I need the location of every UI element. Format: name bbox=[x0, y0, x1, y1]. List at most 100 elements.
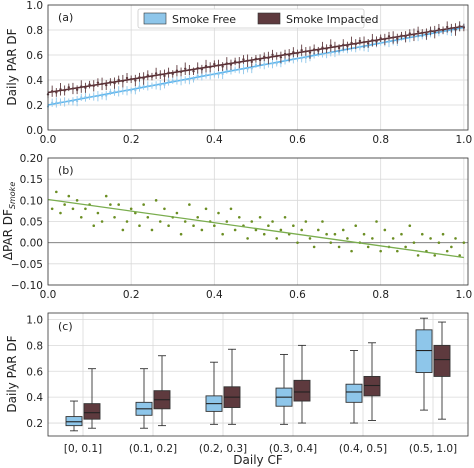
point-smoke-free bbox=[155, 84, 158, 87]
point-smoke-free bbox=[296, 57, 299, 60]
point-smoke-free bbox=[321, 52, 324, 55]
legend-label-smoke-impacted: Smoke Impacted bbox=[286, 13, 378, 26]
y-tick-label: 0.20 bbox=[20, 153, 43, 165]
point-smoke-impacted bbox=[229, 63, 233, 66]
delta-point bbox=[400, 232, 403, 236]
delta-point bbox=[63, 203, 66, 206]
panel-a-ylabel: Daily PAR DF bbox=[5, 28, 19, 105]
point-smoke-impacted bbox=[250, 60, 253, 64]
point-smoke-impacted bbox=[113, 81, 116, 85]
point-smoke-impacted bbox=[167, 71, 170, 74]
point-smoke-impacted bbox=[179, 70, 183, 74]
point-smoke-impacted bbox=[421, 31, 424, 35]
delta-point bbox=[362, 232, 366, 236]
x-tick-label: 0.2 bbox=[123, 289, 140, 301]
delta-point bbox=[350, 249, 353, 253]
delta-point bbox=[296, 241, 299, 244]
point-smoke-impacted bbox=[458, 25, 461, 28]
delta-point bbox=[375, 220, 378, 223]
point-smoke-impacted bbox=[450, 27, 453, 30]
point-smoke-free bbox=[134, 89, 137, 92]
delta-point bbox=[117, 203, 120, 206]
delta-point bbox=[229, 207, 233, 211]
x-tick-label: 0.8 bbox=[372, 134, 389, 146]
delta-point bbox=[371, 237, 374, 240]
point-smoke-impacted bbox=[63, 89, 66, 92]
box-smoke-free bbox=[135, 368, 153, 429]
delta-point bbox=[71, 207, 75, 211]
point-smoke-free bbox=[242, 67, 245, 71]
point-smoke-impacted bbox=[375, 40, 378, 43]
point-smoke-impacted bbox=[362, 40, 366, 44]
y-tick-label: −0.05 bbox=[11, 259, 43, 271]
point-smoke-free bbox=[246, 67, 249, 70]
delta-point bbox=[433, 254, 437, 257]
delta-point bbox=[341, 228, 345, 232]
point-smoke-free bbox=[142, 85, 145, 88]
delta-point bbox=[75, 199, 79, 202]
box-smoke-impacted bbox=[153, 355, 171, 427]
point-smoke-impacted bbox=[109, 80, 112, 84]
point-smoke-impacted bbox=[188, 68, 191, 72]
delta-point bbox=[221, 232, 224, 236]
point-smoke-impacted bbox=[221, 65, 224, 68]
point-smoke-free bbox=[130, 89, 133, 92]
delta-point bbox=[337, 245, 341, 249]
delta-point bbox=[325, 232, 328, 236]
legend-label-smoke-free: Smoke Free bbox=[172, 13, 236, 26]
delta-point bbox=[129, 207, 133, 211]
delta-point bbox=[292, 224, 295, 228]
point-smoke-free bbox=[192, 78, 195, 81]
point-smoke-impacted bbox=[204, 64, 208, 68]
delta-point bbox=[84, 207, 87, 211]
category-label: (0.3, 0.4] bbox=[269, 443, 317, 455]
point-smoke-impacted bbox=[429, 29, 432, 33]
delta-point bbox=[379, 249, 382, 253]
y-tick-label: 0.8 bbox=[26, 25, 43, 37]
delta-point bbox=[304, 220, 308, 223]
box-body bbox=[415, 329, 433, 374]
point-smoke-impacted bbox=[150, 75, 154, 78]
delta-point bbox=[204, 207, 208, 211]
point-smoke-impacted bbox=[217, 64, 220, 67]
delta-fit-line bbox=[47, 198, 464, 259]
point-smoke-impacted bbox=[196, 66, 199, 70]
category-label: (0.4, 0.5] bbox=[339, 443, 387, 455]
point-smoke-impacted bbox=[292, 50, 295, 54]
x-tick-label: 0.6 bbox=[289, 134, 306, 146]
point-smoke-free bbox=[379, 41, 382, 44]
point-smoke-impacted bbox=[358, 39, 362, 43]
point-smoke-impacted bbox=[238, 61, 241, 64]
delta-point bbox=[188, 203, 191, 206]
point-smoke-impacted bbox=[67, 86, 70, 89]
box-body bbox=[345, 383, 363, 403]
delta-point bbox=[213, 224, 216, 228]
delta-point bbox=[441, 232, 445, 236]
delta-point bbox=[79, 215, 83, 219]
point-smoke-free bbox=[263, 63, 266, 66]
point-smoke-impacted bbox=[267, 56, 270, 60]
category-label: (0.1, 0.2] bbox=[129, 443, 177, 455]
delta-point bbox=[250, 220, 254, 223]
point-smoke-free bbox=[283, 58, 287, 61]
point-smoke-free bbox=[209, 73, 212, 76]
point-smoke-free bbox=[138, 85, 141, 88]
delta-point bbox=[150, 228, 154, 232]
point-smoke-free bbox=[234, 68, 237, 71]
delta-point bbox=[283, 215, 287, 219]
point-smoke-impacted bbox=[404, 35, 407, 38]
delta-point bbox=[275, 237, 279, 240]
delta-point bbox=[59, 211, 62, 215]
point-smoke-impacted bbox=[96, 81, 100, 84]
point-smoke-free bbox=[76, 99, 79, 103]
point-smoke-impacted bbox=[271, 53, 274, 57]
delta-point bbox=[333, 232, 337, 236]
point-smoke-impacted bbox=[258, 58, 262, 62]
point-smoke-impacted bbox=[50, 90, 54, 93]
point-smoke-impacted bbox=[71, 87, 75, 90]
point-smoke-impacted bbox=[408, 32, 411, 35]
delta-point bbox=[454, 237, 457, 240]
point-smoke-free bbox=[184, 78, 187, 82]
box-smoke-free bbox=[65, 400, 83, 432]
